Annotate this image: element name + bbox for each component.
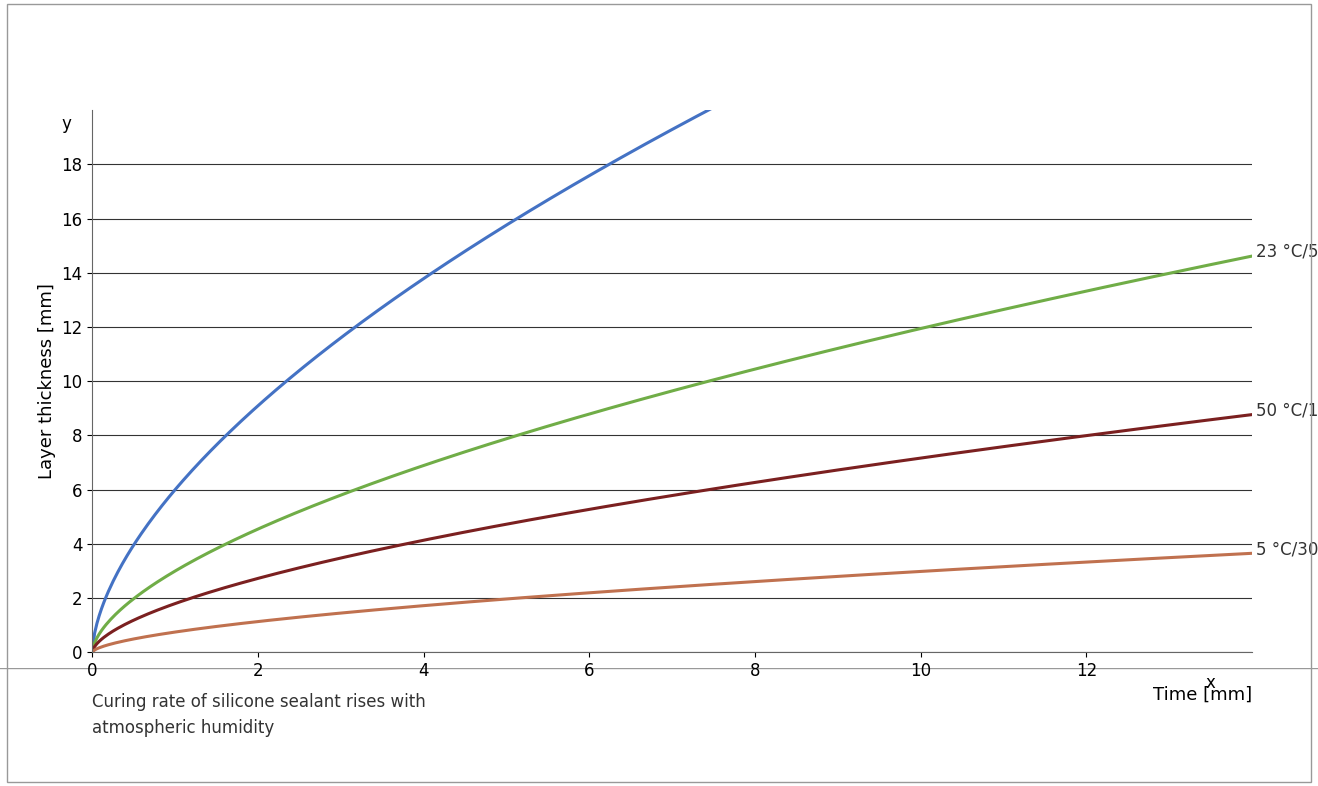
Text: y: y — [62, 115, 71, 133]
Text: x: x — [1206, 674, 1215, 692]
X-axis label: Time [mm]: Time [mm] — [1153, 685, 1252, 703]
Text: 23 °C/50 % r.h.: 23 °C/50 % r.h. — [1256, 243, 1318, 261]
Text: Curing rate: Curing rate — [20, 40, 179, 64]
Text: 50 °C/15 % r.h.: 50 °C/15 % r.h. — [1256, 402, 1318, 420]
Text: Curing rate of silicone sealant rises with
atmospheric humidity: Curing rate of silicone sealant rises wi… — [92, 693, 426, 737]
Text: 5 °C/30 % r.h.: 5 °C/30 % r.h. — [1256, 540, 1318, 558]
Y-axis label: Layer thickness [mm]: Layer thickness [mm] — [38, 283, 55, 479]
